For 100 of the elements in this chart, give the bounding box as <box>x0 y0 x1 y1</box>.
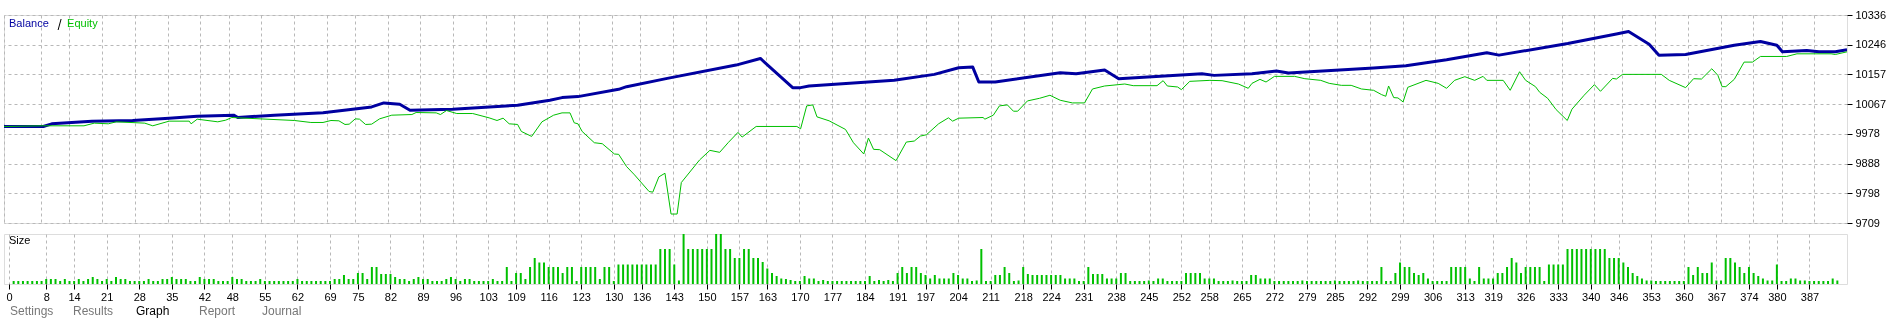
bar <box>380 274 383 284</box>
bar <box>1687 267 1690 284</box>
bar <box>938 278 941 284</box>
x-tick-label: 367 <box>1707 290 1727 303</box>
bar <box>1389 281 1392 284</box>
bar <box>710 249 713 284</box>
bar <box>1547 264 1550 284</box>
bar <box>91 277 94 284</box>
bar <box>263 281 266 284</box>
bar <box>1529 267 1532 284</box>
bar <box>226 281 229 284</box>
bar <box>152 281 155 284</box>
bar <box>1166 281 1169 284</box>
bar <box>282 281 285 284</box>
bar <box>1813 281 1816 284</box>
bar <box>729 249 732 284</box>
bar <box>687 249 690 284</box>
bar <box>798 281 801 284</box>
bar <box>68 281 71 284</box>
bar <box>496 281 499 284</box>
bar <box>864 281 867 284</box>
bar <box>603 267 606 284</box>
x-tick-label: 333 <box>1549 290 1568 303</box>
bar <box>1506 267 1509 284</box>
bar <box>882 281 885 284</box>
bar <box>1431 281 1434 284</box>
bar <box>584 267 587 284</box>
bar <box>1208 278 1211 284</box>
bar <box>235 279 238 284</box>
bar <box>315 281 318 284</box>
bar <box>989 281 992 284</box>
bar <box>752 258 755 284</box>
bar <box>370 267 373 284</box>
bar <box>1743 273 1746 284</box>
bar <box>305 281 308 284</box>
bar <box>1636 276 1639 284</box>
bar <box>324 281 327 284</box>
bar <box>1575 249 1578 284</box>
x-tick-label: 245 <box>1140 290 1159 303</box>
bar <box>840 281 843 284</box>
bar <box>1478 267 1481 284</box>
bar <box>1450 267 1453 284</box>
bar <box>1119 273 1122 284</box>
bar <box>919 273 922 284</box>
bar <box>384 274 387 284</box>
bar <box>1827 281 1830 284</box>
bar <box>1031 275 1034 284</box>
bar <box>347 279 350 284</box>
bar <box>1375 281 1378 284</box>
x-tick-label: 62 <box>291 290 305 303</box>
bar <box>468 279 471 284</box>
bar <box>598 279 601 284</box>
bar <box>287 281 290 284</box>
x-tick-label: 163 <box>758 290 777 303</box>
bar <box>463 279 466 284</box>
bar <box>342 275 345 284</box>
x-tick-label: 326 <box>1516 290 1536 303</box>
bar <box>775 276 778 284</box>
bar <box>310 281 313 284</box>
bar <box>570 267 573 284</box>
bar <box>682 234 685 284</box>
bar <box>394 277 397 284</box>
bar <box>612 281 615 284</box>
bar <box>524 279 527 284</box>
bar <box>1468 278 1471 284</box>
bar <box>12 281 15 284</box>
y-tick-label: 10246 <box>1855 38 1887 51</box>
x-tick-label: 285 <box>1326 290 1345 303</box>
bar <box>850 281 853 284</box>
bar <box>1608 258 1611 284</box>
bar <box>1385 281 1388 284</box>
bar <box>1222 281 1225 284</box>
x-tick-label: 374 <box>1740 290 1759 303</box>
bar <box>1008 273 1011 284</box>
bar <box>822 280 825 284</box>
bar <box>1482 278 1485 284</box>
bar <box>891 281 894 284</box>
bar <box>1003 267 1006 284</box>
text: Report <box>199 304 236 318</box>
bar <box>961 278 964 284</box>
bar <box>1808 281 1811 284</box>
bar <box>259 279 262 284</box>
bar <box>87 279 90 284</box>
bar <box>1510 258 1513 284</box>
x-tick-label: 191 <box>888 290 908 303</box>
bar <box>1143 281 1146 284</box>
bar <box>1524 267 1527 284</box>
bar <box>594 267 597 284</box>
bar <box>868 276 871 284</box>
bar <box>1706 273 1709 284</box>
bar <box>1073 278 1076 284</box>
text: Journal <box>262 304 302 318</box>
bar <box>1543 281 1546 284</box>
x-tick-label: 313 <box>1456 290 1475 303</box>
x-tick-label: 82 <box>384 290 398 303</box>
bar <box>901 267 904 284</box>
bar <box>1329 281 1332 284</box>
bar <box>561 273 564 284</box>
x-tick-label: 387 <box>1800 290 1820 303</box>
bar <box>650 264 653 284</box>
